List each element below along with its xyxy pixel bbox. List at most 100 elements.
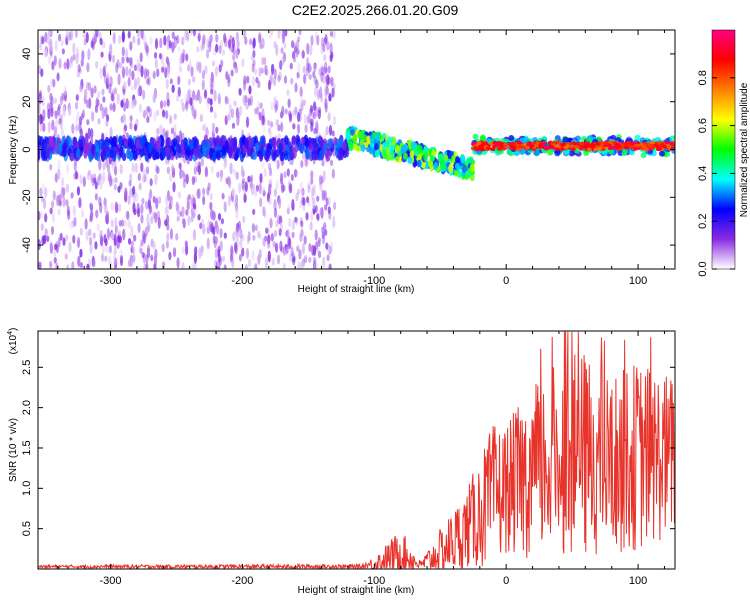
spectrogram-speckle <box>269 217 273 229</box>
spectrogram-speckle <box>114 217 118 227</box>
spectrogram-speckle <box>181 206 185 218</box>
spectrogram-speckle <box>319 86 323 99</box>
snr-scale-exponent: 4 <box>7 331 14 335</box>
spectrogram-speckle <box>187 215 191 226</box>
spectrogram-speckle <box>227 113 231 121</box>
spectrogram-speckle <box>39 187 43 197</box>
spectrogram-speckle <box>201 124 205 132</box>
spectrogram-speckle <box>173 123 177 133</box>
spectrogram-signal-core <box>550 140 556 145</box>
spectrogram-transition-blob <box>460 154 466 164</box>
spectrogram-speckle <box>332 201 337 210</box>
spectrogram-speckle <box>133 234 137 242</box>
spectrogram-signal-halo <box>472 133 479 140</box>
spectrogram-speckle <box>165 240 169 249</box>
spectrogram-speckle <box>306 115 310 125</box>
spectrogram-speckle <box>113 163 117 176</box>
spectrogram-speckle <box>105 77 109 90</box>
spectrogram-speckle <box>282 184 286 192</box>
spectrogram-speckle <box>273 199 277 211</box>
spectrogram-speckle <box>252 234 256 241</box>
spectrogram-signal-core <box>533 143 539 148</box>
spectrogram-speckle <box>306 196 310 204</box>
spectrogram-speckle <box>264 257 269 269</box>
spectrogram-band-blob <box>38 149 41 161</box>
spectrogram-speckle <box>313 256 317 264</box>
spectrogram-speckle <box>53 55 57 66</box>
spectrogram-speckle <box>50 225 55 235</box>
spectrogram-speckle <box>59 118 63 130</box>
spectrogram-speckle <box>165 110 169 120</box>
spectrogram-speckle <box>181 169 185 179</box>
spectrogram-speckle <box>257 80 261 89</box>
spectrogram-speckle <box>258 182 262 194</box>
spectrogram-speckle <box>181 132 185 142</box>
spectrogram-speckle <box>109 75 113 88</box>
spectrogram-speckle <box>316 195 320 202</box>
spectrogram-transition-blob <box>374 149 380 158</box>
spectrogram-speckle <box>98 158 102 171</box>
spectrogram-speckle <box>320 64 324 73</box>
spectrogram-speckle <box>324 75 329 83</box>
spectrogram-speckle <box>268 183 272 196</box>
spectrogram-speckle <box>57 159 61 172</box>
colorbar-tick-label: 0.6 <box>697 118 709 133</box>
spectrogram-speckle <box>252 208 256 216</box>
spectrogram-speckle <box>47 108 51 120</box>
spectrogram-speckle <box>128 187 133 199</box>
spectrogram-transition-blob <box>403 152 408 160</box>
spectrogram-speckle <box>141 89 146 100</box>
spectrogram-speckle <box>123 124 127 135</box>
spectrogram-signal-core <box>593 147 599 152</box>
spectrogram-speckle <box>102 65 106 78</box>
spectrogram-speckle <box>43 45 48 57</box>
spectrogram-speckle <box>53 126 57 137</box>
spectrogram-speckle <box>316 213 320 221</box>
spectrogram-speckle <box>153 212 157 220</box>
spectrogram-speckle <box>102 171 106 183</box>
y-tick-label: 40 <box>21 48 33 60</box>
spectrogram-signal-core <box>583 144 589 149</box>
spectrogram-speckle <box>41 95 45 107</box>
spectrogram-speckle <box>74 30 78 38</box>
spectrogram-speckle <box>237 220 242 231</box>
spectrogram-band-blob <box>40 146 46 159</box>
spectrogram-signal-core <box>586 147 592 152</box>
spectrogram-speckle <box>202 224 206 236</box>
spectrogram-speckle <box>308 256 312 263</box>
spectrogram-speckle <box>332 30 336 39</box>
spectrogram-speckle <box>169 114 173 125</box>
spectrogram-speckle <box>173 131 177 139</box>
spectrogram-speckle <box>140 65 144 78</box>
spectrogram-speckle <box>295 169 299 177</box>
spectrogram-speckle <box>59 232 63 241</box>
spectrogram-speckle <box>242 215 246 224</box>
snr-scale-prefix: (x10 <box>8 334 19 354</box>
spectrogram-speckle <box>127 30 131 39</box>
spectrogram-speckle <box>238 87 242 96</box>
spectrogram-speckle <box>68 241 72 253</box>
spectrogram-speckle <box>53 249 57 257</box>
spectrogram-speckle <box>300 220 304 228</box>
x-tick-label: 100 <box>629 575 647 587</box>
spectrogram-signal-core <box>608 140 614 145</box>
spectrogram-signal-core <box>617 147 623 151</box>
spectrogram-speckle <box>73 216 77 227</box>
spectrogram-speckle <box>281 33 286 44</box>
spectrogram-speckle <box>49 38 53 47</box>
spectrogram-speckle <box>270 30 274 36</box>
spectrogram-speckle <box>147 105 151 113</box>
spectrogram-speckle <box>65 199 69 207</box>
spectrogram-speckle <box>66 205 70 216</box>
spectrogram-speckle <box>241 234 245 242</box>
spectrogram-speckle <box>228 177 232 189</box>
spectrogram-signal-core <box>603 141 609 146</box>
spectrogram-speckle <box>230 245 234 256</box>
spectrogram-speckle <box>277 30 281 39</box>
spectrogram-speckle <box>288 237 292 250</box>
spectrogram-speckle <box>99 37 103 46</box>
spectrogram-speckle <box>235 107 240 119</box>
spectrogram-speckle <box>303 73 307 85</box>
spectrogram-speckle <box>178 162 182 170</box>
spectrogram-signal-core <box>568 144 574 149</box>
